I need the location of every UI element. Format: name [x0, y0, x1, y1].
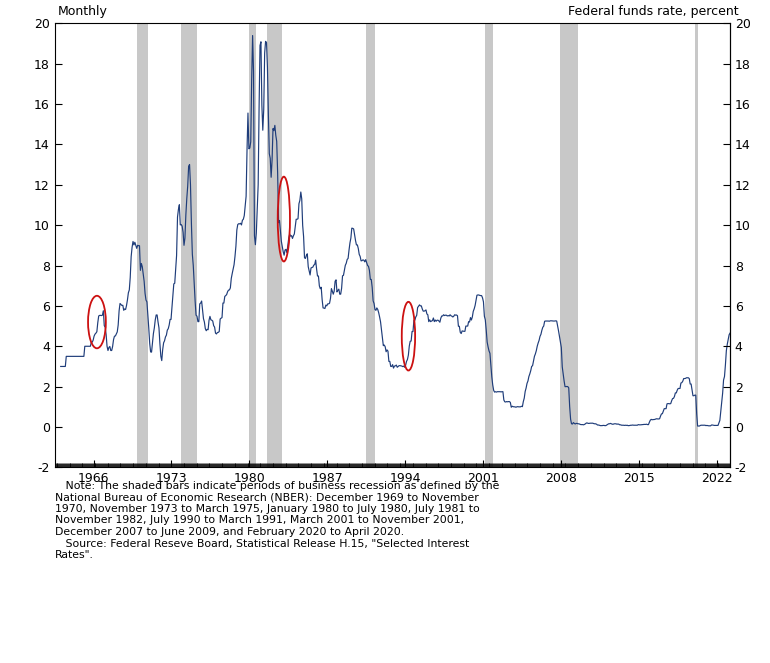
Bar — [267, 23, 282, 467]
Text: Monthly: Monthly — [58, 5, 108, 18]
Bar — [560, 23, 578, 467]
Text: Federal funds rate, percent: Federal funds rate, percent — [568, 5, 738, 18]
Bar — [367, 23, 374, 467]
Bar — [137, 23, 149, 467]
Bar — [249, 23, 256, 467]
Bar — [181, 23, 196, 467]
Bar — [485, 23, 494, 467]
Text: Note: The shaded bars indicate periods of business recession as defined by the
N: Note: The shaded bars indicate periods o… — [55, 481, 499, 560]
Bar — [695, 23, 698, 467]
